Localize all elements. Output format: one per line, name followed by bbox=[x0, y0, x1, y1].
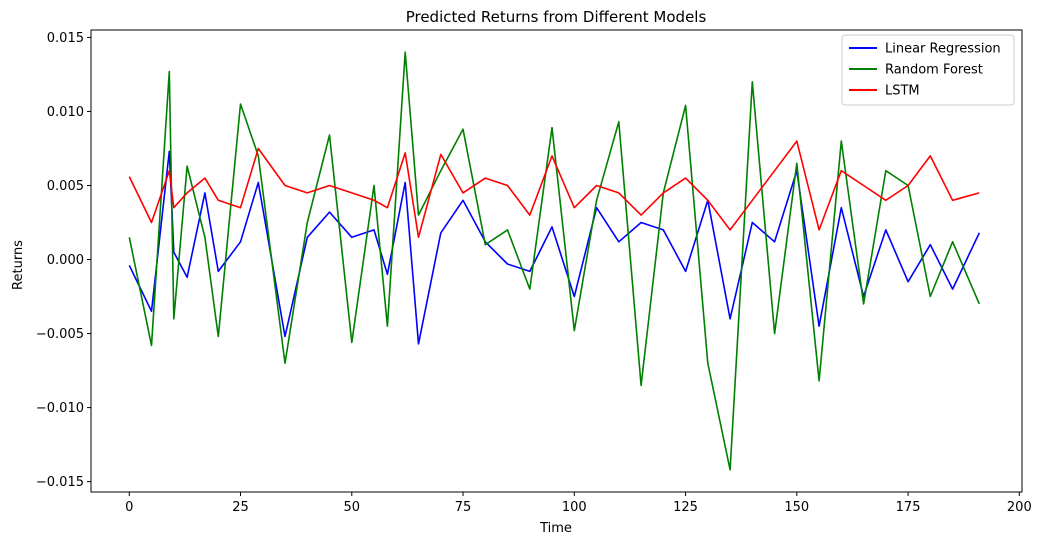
series-line-1 bbox=[128, 51, 981, 471]
y-tick-label: −0.015 bbox=[36, 475, 84, 490]
y-tick-label: 0.010 bbox=[47, 105, 84, 120]
x-axis-title: Time bbox=[539, 521, 572, 536]
legend-label-1: Random Forest bbox=[885, 63, 983, 78]
y-tick-label: 0.005 bbox=[47, 179, 84, 194]
legend-label-2: LSTM bbox=[885, 84, 920, 99]
x-tick-label: 75 bbox=[455, 500, 472, 515]
y-tick-label: −0.005 bbox=[36, 327, 84, 342]
x-tick-label: 0 bbox=[125, 500, 133, 515]
y-tick-label: −0.010 bbox=[36, 401, 84, 416]
plot-frame bbox=[90, 29, 1023, 493]
x-tick-label: 200 bbox=[1007, 500, 1032, 515]
y-axis-title: Returns bbox=[11, 240, 26, 290]
y-tick-label: 0.015 bbox=[47, 31, 84, 46]
chart-title: Predicted Returns from Different Models bbox=[406, 8, 707, 26]
x-tick-label: 125 bbox=[673, 500, 698, 515]
series-line-2 bbox=[128, 140, 980, 239]
y-tick-label: 0.000 bbox=[47, 253, 84, 268]
legend-label-0: Linear Regression bbox=[885, 42, 1001, 57]
legend-box bbox=[841, 34, 1015, 106]
plot-area bbox=[90, 29, 1023, 493]
x-tick-label: 25 bbox=[232, 500, 249, 515]
x-tick-label: 100 bbox=[562, 500, 587, 515]
x-tick-label: 150 bbox=[784, 500, 809, 515]
y-axis: −0.015 −0.010 −0.005 0.000 0.005 0.010 0.015 bbox=[36, 31, 91, 490]
x-axis: 0 25 50 75 100 125 150 175 200 bbox=[125, 492, 1032, 515]
legend: Linear Regression Random Forest LSTM bbox=[841, 34, 1015, 106]
series-line-0 bbox=[128, 150, 981, 345]
x-tick-label: 50 bbox=[344, 500, 361, 515]
x-tick-label: 175 bbox=[896, 500, 921, 515]
